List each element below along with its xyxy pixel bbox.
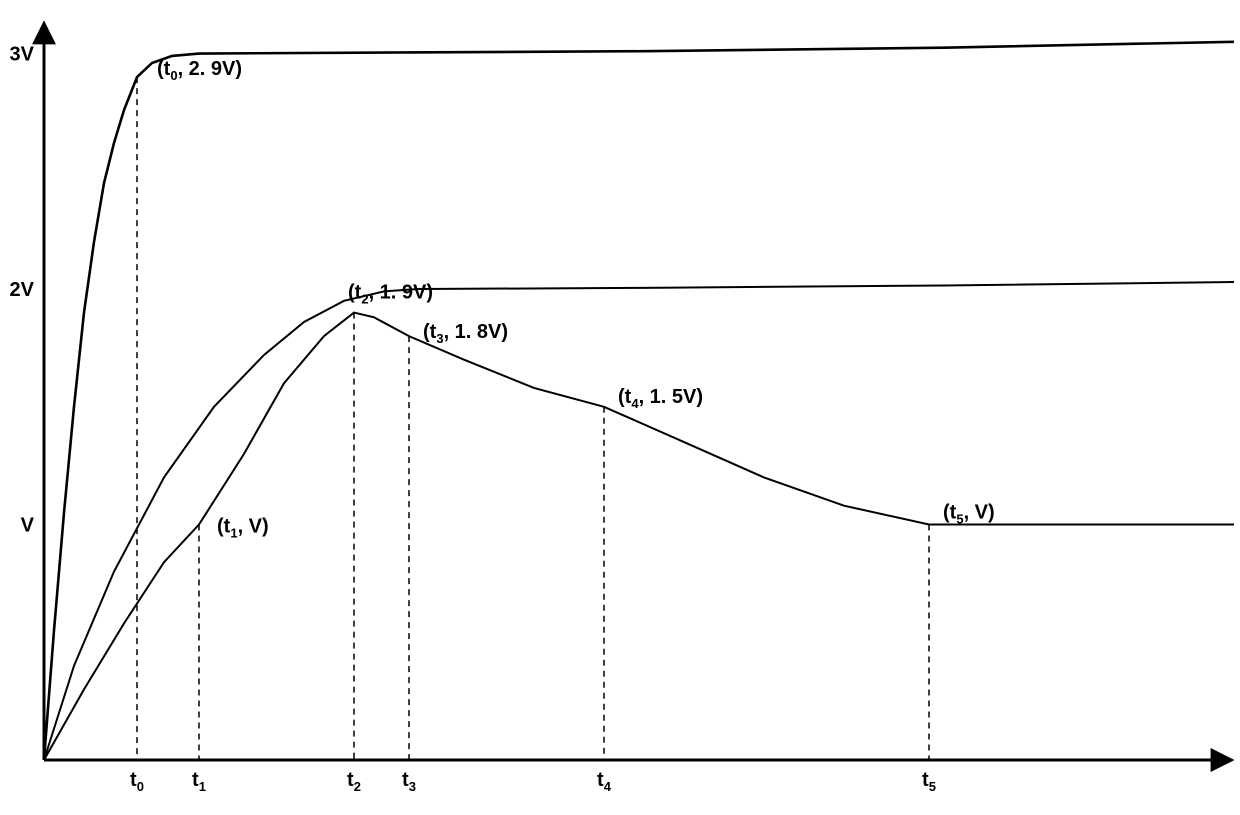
- y-tick-label: 3V: [10, 44, 35, 66]
- point-label: (t1, V): [217, 516, 269, 541]
- x-tick-label: t1: [192, 769, 206, 794]
- point-labels: (t0, 2. 9V) (t1, V) (t2, 1. 9V) (t3, 1. 8V)…: [157, 58, 995, 540]
- y-tick-labels: 3V 2V V: [10, 44, 35, 537]
- point-label: (t2, 1. 9V): [348, 282, 433, 307]
- x-tick-labels: t0 t1 t2 t3 t4 t5: [130, 769, 936, 794]
- point-label: (t5, V): [943, 502, 995, 527]
- x-tick-label: t2: [347, 769, 361, 794]
- y-tick-label: V: [21, 515, 35, 537]
- x-tick-label: t4: [597, 769, 612, 794]
- point-label: (t4, 1. 5V): [618, 386, 703, 411]
- x-tick-label: t5: [922, 769, 936, 794]
- x-tick-label: t0: [130, 769, 144, 794]
- x-tick-label: t3: [402, 769, 416, 794]
- voltage-time-chart: 3V 2V V (t0, 2. 9V) (t1, V) (t2, 1. 9V) (t3, …: [0, 0, 1240, 815]
- drop-lines: [137, 77, 929, 760]
- point-label: (t0, 2. 9V): [157, 58, 242, 83]
- point-label: (t3, 1. 8V): [423, 321, 508, 346]
- y-tick-label: 2V: [10, 279, 35, 301]
